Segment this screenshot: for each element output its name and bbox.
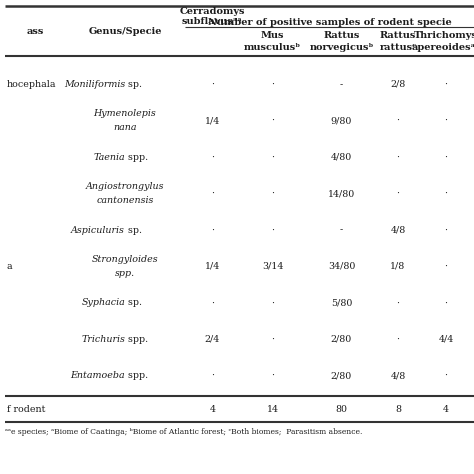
Text: 4/4: 4/4	[438, 335, 454, 344]
Text: hocephala: hocephala	[7, 80, 56, 89]
Text: -: -	[340, 80, 343, 89]
Text: ·: ·	[271, 371, 274, 380]
Text: 1/4: 1/4	[205, 262, 220, 271]
Text: ·: ·	[211, 189, 214, 198]
Text: ·: ·	[396, 153, 400, 162]
Text: 2/80: 2/80	[331, 371, 352, 380]
Text: spp.: spp.	[125, 153, 148, 162]
Text: apereoidesᵃᶜ: apereoidesᵃᶜ	[412, 43, 474, 52]
Text: ·: ·	[211, 153, 214, 162]
Text: 8: 8	[395, 404, 401, 413]
Text: a: a	[7, 262, 13, 271]
Text: rattusᶜ: rattusᶜ	[379, 43, 417, 52]
Text: Syphacia: Syphacia	[81, 299, 125, 307]
Text: ·: ·	[445, 153, 447, 162]
Text: Cerradomys: Cerradomys	[180, 7, 245, 16]
Text: ·: ·	[211, 299, 214, 307]
Text: musculusᵇ: musculusᵇ	[244, 43, 301, 52]
Text: ass: ass	[27, 27, 44, 36]
Text: cantonensis: cantonensis	[96, 196, 154, 205]
Text: ·: ·	[271, 189, 274, 198]
Text: ·: ·	[445, 371, 447, 380]
Text: norvegicusᵇ: norvegicusᵇ	[310, 43, 374, 52]
Text: ·: ·	[445, 116, 447, 125]
Text: 2/80: 2/80	[331, 335, 352, 344]
Text: Hymenolepis: Hymenolepis	[94, 109, 156, 118]
Text: 4/80: 4/80	[331, 153, 352, 162]
Text: subflavusᵃᵃ: subflavusᵃᵃ	[182, 17, 243, 26]
Text: 34/80: 34/80	[328, 262, 355, 271]
Text: ·: ·	[271, 299, 274, 307]
Text: 2/8: 2/8	[391, 80, 406, 89]
Text: sp.: sp.	[125, 299, 142, 307]
Text: ·: ·	[445, 262, 447, 271]
Text: sp.: sp.	[125, 226, 142, 235]
Text: 80: 80	[336, 404, 347, 413]
Text: Rattus: Rattus	[323, 31, 360, 40]
Text: Strongyloides: Strongyloides	[91, 255, 158, 264]
Text: ·: ·	[445, 189, 447, 198]
Text: ·: ·	[445, 226, 447, 235]
Text: Angiostrongylus: Angiostrongylus	[86, 182, 164, 191]
Text: 14: 14	[266, 404, 279, 413]
Text: ·: ·	[445, 299, 447, 307]
Text: 4/8: 4/8	[391, 226, 406, 235]
Text: Thrichomys: Thrichomys	[414, 31, 474, 40]
Text: ·: ·	[271, 335, 274, 344]
Text: 5/80: 5/80	[331, 299, 352, 307]
Text: ·: ·	[271, 116, 274, 125]
Text: ·: ·	[396, 189, 400, 198]
Text: nana: nana	[113, 123, 137, 132]
Text: 14/80: 14/80	[328, 189, 355, 198]
Text: Mus: Mus	[261, 31, 284, 40]
Text: 4/8: 4/8	[391, 371, 406, 380]
Text: sp.: sp.	[125, 80, 142, 89]
Text: spp.: spp.	[115, 269, 135, 278]
Text: f rodent: f rodent	[7, 404, 46, 413]
Text: ·: ·	[396, 116, 400, 125]
Text: 2/4: 2/4	[205, 335, 220, 344]
Text: Aspiculuris: Aspiculuris	[71, 226, 125, 235]
Text: 1/4: 1/4	[205, 116, 220, 125]
Text: Entamoeba: Entamoeba	[70, 371, 125, 380]
Text: ·: ·	[271, 153, 274, 162]
Text: Moniliformis: Moniliformis	[64, 80, 125, 89]
Text: -: -	[340, 226, 343, 235]
Text: ·: ·	[445, 80, 447, 89]
Text: ᵃᵃe species; ᵃBiome of Caatinga; ᵇBiome of Atlantic forest; ᶜBoth biomes;  Paras: ᵃᵃe species; ᵃBiome of Caatinga; ᵇBiome …	[5, 428, 363, 436]
Text: 9/80: 9/80	[331, 116, 352, 125]
Text: ·: ·	[271, 226, 274, 235]
Text: ·: ·	[396, 335, 400, 344]
Text: ·: ·	[396, 299, 400, 307]
Text: 4: 4	[443, 404, 449, 413]
Text: ·: ·	[211, 80, 214, 89]
Text: spp.: spp.	[125, 371, 148, 380]
Text: Number of positive samples of rodent specie: Number of positive samples of rodent spe…	[208, 18, 451, 27]
Text: Trichuris: Trichuris	[81, 335, 125, 344]
Text: ·: ·	[211, 226, 214, 235]
Text: ·: ·	[211, 371, 214, 380]
Text: Rattus: Rattus	[380, 31, 416, 40]
Text: 3/14: 3/14	[262, 262, 283, 271]
Text: Taenia: Taenia	[93, 153, 125, 162]
Text: spp.: spp.	[125, 335, 148, 344]
Text: Genus/Specie: Genus/Specie	[88, 27, 162, 36]
Text: 4: 4	[210, 404, 216, 413]
Text: 1/8: 1/8	[391, 262, 406, 271]
Text: ·: ·	[271, 80, 274, 89]
